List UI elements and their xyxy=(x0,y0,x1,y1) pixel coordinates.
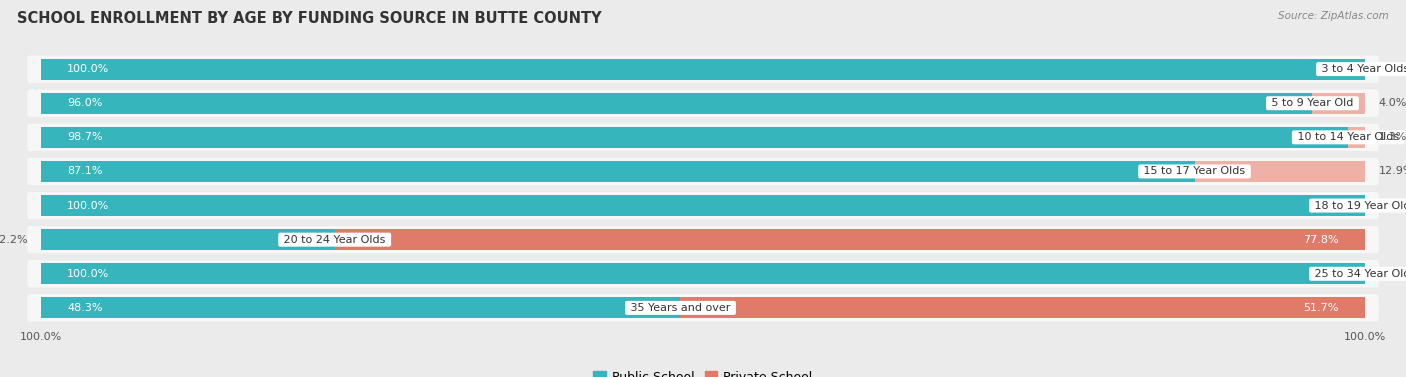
Bar xyxy=(1348,127,1365,148)
Text: 100.0%: 100.0% xyxy=(20,332,62,342)
FancyBboxPatch shape xyxy=(27,55,1379,83)
Bar xyxy=(41,58,1365,80)
Text: 12.9%: 12.9% xyxy=(1379,166,1406,176)
Bar xyxy=(41,229,335,250)
FancyBboxPatch shape xyxy=(27,260,1379,287)
Text: 100.0%: 100.0% xyxy=(67,269,110,279)
FancyBboxPatch shape xyxy=(27,158,1379,185)
Bar xyxy=(681,297,1365,319)
FancyBboxPatch shape xyxy=(27,90,1379,117)
Bar xyxy=(41,127,1348,148)
Text: 5 to 9 Year Old: 5 to 9 Year Old xyxy=(1268,98,1357,108)
Text: 1.3%: 1.3% xyxy=(1379,132,1406,143)
Text: 100.0%: 100.0% xyxy=(67,64,110,74)
FancyBboxPatch shape xyxy=(27,124,1379,151)
Text: 96.0%: 96.0% xyxy=(67,98,103,108)
Bar xyxy=(335,229,1365,250)
Text: 22.2%: 22.2% xyxy=(0,234,27,245)
Text: 35 Years and over: 35 Years and over xyxy=(627,303,734,313)
FancyBboxPatch shape xyxy=(27,192,1379,219)
Text: 20 to 24 Year Olds: 20 to 24 Year Olds xyxy=(280,234,389,245)
Bar xyxy=(41,195,1365,216)
Text: 77.8%: 77.8% xyxy=(1303,234,1339,245)
Text: 15 to 17 Year Olds: 15 to 17 Year Olds xyxy=(1140,166,1249,176)
Text: 10 to 14 Year Olds: 10 to 14 Year Olds xyxy=(1294,132,1403,143)
Text: Source: ZipAtlas.com: Source: ZipAtlas.com xyxy=(1278,11,1389,21)
Text: 100.0%: 100.0% xyxy=(67,201,110,211)
FancyBboxPatch shape xyxy=(27,226,1379,253)
Bar xyxy=(1195,161,1365,182)
Text: 51.7%: 51.7% xyxy=(1303,303,1339,313)
FancyBboxPatch shape xyxy=(27,294,1379,322)
Legend: Public School, Private School: Public School, Private School xyxy=(588,366,818,377)
Text: 4.0%: 4.0% xyxy=(1379,98,1406,108)
Text: SCHOOL ENROLLMENT BY AGE BY FUNDING SOURCE IN BUTTE COUNTY: SCHOOL ENROLLMENT BY AGE BY FUNDING SOUR… xyxy=(17,11,602,26)
Text: 3 to 4 Year Olds: 3 to 4 Year Olds xyxy=(1319,64,1406,74)
Text: 100.0%: 100.0% xyxy=(1344,332,1386,342)
Bar xyxy=(41,297,681,319)
Bar xyxy=(41,93,1312,114)
Text: 18 to 19 Year Olds: 18 to 19 Year Olds xyxy=(1310,201,1406,211)
Text: 87.1%: 87.1% xyxy=(67,166,103,176)
Bar xyxy=(41,161,1195,182)
Bar xyxy=(1312,93,1365,114)
Text: 98.7%: 98.7% xyxy=(67,132,103,143)
Text: 48.3%: 48.3% xyxy=(67,303,103,313)
Bar xyxy=(41,263,1365,284)
Text: 25 to 34 Year Olds: 25 to 34 Year Olds xyxy=(1310,269,1406,279)
